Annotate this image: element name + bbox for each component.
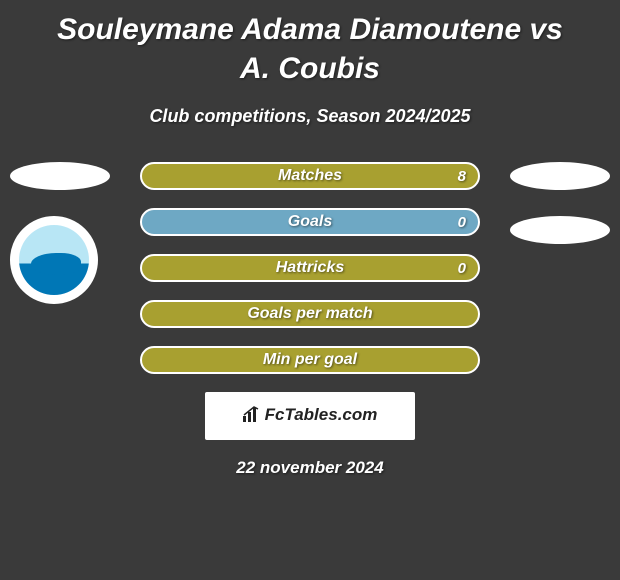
page-title: Souleymane Adama Diamoutene vs A. Coubis xyxy=(0,0,620,88)
player-badge-right-2 xyxy=(510,216,610,244)
bar-label: Matches xyxy=(278,167,342,185)
bar-value: 0 xyxy=(458,260,466,277)
chart-icon xyxy=(243,406,261,427)
stats-area: Matches 8 Goals 0 Hattricks 0 Goals per … xyxy=(0,162,620,374)
player-badge-left xyxy=(10,162,110,190)
player-badge-right-1 xyxy=(510,162,610,190)
bar-goals: Goals 0 xyxy=(140,208,480,236)
footer-brand-box: FcTables.com xyxy=(205,392,415,440)
right-badges xyxy=(510,162,610,270)
bar-hattricks: Hattricks 0 xyxy=(140,254,480,282)
left-badges xyxy=(10,162,110,304)
bar-min-per-goal: Min per goal xyxy=(140,346,480,374)
bar-matches: Matches 8 xyxy=(140,162,480,190)
subtitle: Club competitions, Season 2024/2025 xyxy=(0,106,620,127)
date-text: 22 november 2024 xyxy=(0,458,620,478)
bar-value: 0 xyxy=(458,214,466,231)
bar-label: Goals xyxy=(288,213,332,231)
footer-brand-text: FcTables.com xyxy=(265,405,378,424)
bar-goals-per-match: Goals per match xyxy=(140,300,480,328)
club-logo-left xyxy=(10,216,98,304)
bar-value: 8 xyxy=(458,168,466,185)
bar-label: Min per goal xyxy=(263,351,357,369)
footer-brand: FcTables.com xyxy=(243,405,378,426)
dolphin-icon xyxy=(31,253,81,275)
bar-label: Hattricks xyxy=(276,259,344,277)
bar-label: Goals per match xyxy=(247,305,372,323)
stat-bars: Matches 8 Goals 0 Hattricks 0 Goals per … xyxy=(140,162,480,374)
pescara-logo xyxy=(19,225,89,295)
